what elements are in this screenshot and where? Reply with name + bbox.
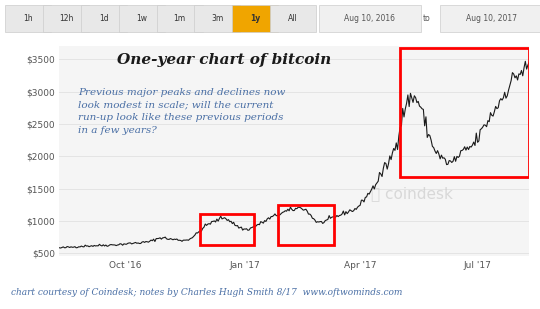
Text: 1h: 1h [24, 14, 33, 23]
FancyBboxPatch shape [194, 5, 240, 32]
Text: 3m: 3m [211, 14, 224, 23]
Text: All: All [288, 14, 298, 23]
Text: 1w: 1w [136, 14, 147, 23]
FancyBboxPatch shape [119, 5, 165, 32]
FancyBboxPatch shape [232, 5, 278, 32]
Text: 1y: 1y [250, 14, 260, 23]
Text: to: to [423, 14, 430, 23]
Text: Previous major peaks and declines now
look modest in scale; will the current
run: Previous major peaks and declines now lo… [78, 88, 286, 135]
Bar [200, 214, 254, 245]
FancyBboxPatch shape [43, 5, 89, 32]
FancyBboxPatch shape [270, 5, 316, 32]
FancyBboxPatch shape [157, 5, 202, 32]
Text: 1m: 1m [173, 14, 186, 23]
Text: Aug 10, 2016: Aug 10, 2016 [345, 14, 395, 23]
Text: One-year chart of bitcoin: One-year chart of bitcoin [117, 53, 331, 67]
FancyBboxPatch shape [81, 5, 127, 32]
FancyBboxPatch shape [319, 5, 421, 32]
Bar [278, 205, 334, 245]
Text: Aug 10, 2017: Aug 10, 2017 [466, 14, 517, 23]
Text: 1d: 1d [99, 14, 109, 23]
Text: chart courtesy of Coindesk; notes by Charles Hugh Smith 8/17  www.oftwominds.com: chart courtesy of Coindesk; notes by Cha… [11, 288, 402, 297]
Bar [400, 48, 529, 177]
FancyBboxPatch shape [5, 5, 51, 32]
Text: 12h: 12h [59, 14, 73, 23]
FancyBboxPatch shape [440, 5, 540, 32]
Text: 🔷 coindesk: 🔷 coindesk [371, 186, 453, 201]
